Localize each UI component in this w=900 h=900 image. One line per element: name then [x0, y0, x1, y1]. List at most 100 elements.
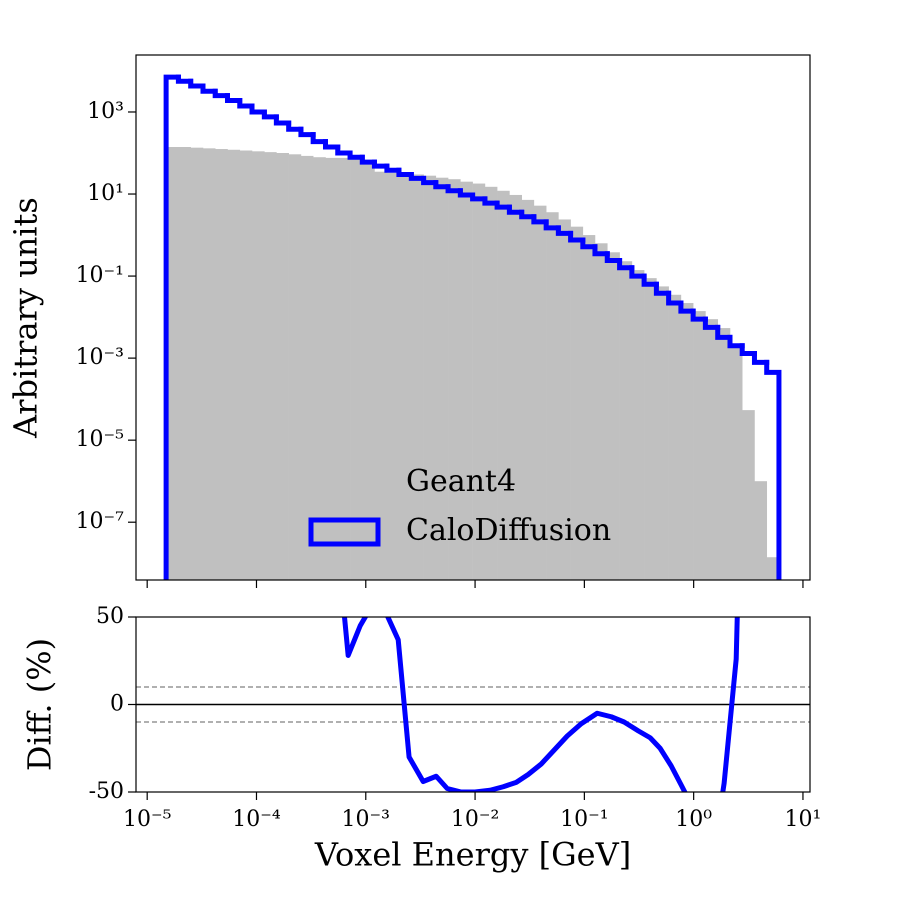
hist-step [163, 74, 181, 580]
hist-step [286, 120, 304, 132]
hist-bar [509, 194, 522, 580]
x-tick-label: 10⁻³ [342, 807, 390, 832]
y-tick-label: 50 [96, 604, 124, 629]
hist-step [543, 219, 561, 231]
hist-bar [497, 190, 510, 580]
hist-step [592, 244, 610, 257]
y-tick-label: 10⁻¹ [76, 263, 124, 288]
hist-bar [423, 175, 437, 580]
hist-step [678, 300, 696, 314]
hist-bar [619, 261, 633, 580]
hist-bar [472, 183, 486, 580]
hist-step [371, 159, 390, 169]
hist-step [237, 98, 255, 109]
hist-bar [668, 294, 682, 580]
hist-bar [607, 252, 620, 580]
hist-bar [656, 286, 669, 580]
hist-bar [754, 481, 768, 580]
hist-step [715, 324, 733, 340]
hist-bar [288, 154, 302, 580]
hist-step [580, 237, 598, 250]
hist-bar [460, 181, 473, 580]
hist-bar [276, 153, 289, 580]
hist-bar [362, 160, 375, 580]
hist-step [298, 126, 316, 138]
hist-bar [386, 172, 400, 580]
x-tick-label: 10⁰ [675, 807, 712, 832]
hist-step [531, 214, 549, 225]
hist-bar [594, 243, 608, 580]
hist-bar [215, 149, 228, 580]
hist-bar [300, 155, 314, 580]
hist-step [310, 132, 328, 145]
hist-step [555, 225, 574, 236]
hist-step [175, 74, 194, 84]
y-tick-label: 10⁻³ [76, 345, 124, 370]
hist-bar [190, 147, 204, 580]
hist-bar [239, 150, 253, 580]
hist-step [200, 83, 218, 94]
y-tick-label: 10⁻⁵ [76, 427, 124, 452]
hist-bar [729, 344, 743, 580]
hist-step [690, 308, 708, 322]
hist-step [604, 251, 623, 263]
hist-bar [644, 278, 657, 580]
x-axis-label: Voxel Energy [GeV] [314, 836, 631, 874]
hist-bar [313, 157, 326, 580]
hist-step [702, 316, 721, 330]
y-tick-label: 0 [110, 692, 124, 717]
legend-label: Geant4 [406, 464, 516, 499]
plot-area [136, 617, 810, 792]
hist-bar [766, 557, 780, 580]
hist-step [629, 265, 647, 279]
axes-frame [135, 54, 811, 581]
hist-bar [521, 199, 535, 580]
hist-step [335, 144, 353, 156]
hist-bar [325, 157, 339, 580]
hist-step [494, 200, 512, 210]
hist-step [188, 78, 206, 89]
hist-step [617, 257, 635, 271]
hist-bar [166, 147, 179, 580]
hist-bar [558, 219, 571, 580]
y-tick-label: 10¹ [87, 181, 124, 206]
hist-bar [742, 410, 755, 580]
hist-bar [717, 328, 731, 580]
hist-bar [448, 179, 461, 580]
plot-area [163, 74, 782, 580]
hist-bar [546, 212, 559, 580]
x-tick-label: 10⁻⁴ [232, 807, 281, 832]
hist-bar [374, 171, 388, 580]
hist-bar [398, 173, 412, 580]
hist-step [421, 175, 439, 186]
hist-bar [178, 147, 191, 580]
hist-step [653, 281, 672, 296]
hist-bar [631, 270, 645, 580]
hist-step [347, 150, 365, 160]
hist-bar [435, 177, 449, 580]
hist-step [249, 103, 267, 115]
y-axis-label: Arbitrary units [7, 197, 45, 439]
hist-step [212, 88, 230, 99]
hist-bar [582, 235, 596, 580]
hist-step [506, 204, 525, 215]
hist-step [273, 114, 292, 126]
legend-label: CaloDiffusion [406, 513, 611, 548]
hist-step [764, 359, 782, 580]
hist-bar [264, 152, 277, 580]
y-tick-label: -50 [89, 779, 124, 804]
hist-step [727, 334, 745, 349]
hist-bar [680, 303, 694, 580]
x-tick-label: 10¹ [785, 807, 822, 832]
hist-step [396, 167, 414, 177]
hist-step [445, 184, 463, 194]
hist-step [739, 343, 757, 356]
hist-bar [484, 186, 498, 580]
hist-step [433, 180, 451, 190]
hist-step [568, 230, 586, 243]
hist-step [322, 139, 341, 150]
hist-step [666, 290, 684, 306]
y-tick-label: 10⁻⁷ [76, 509, 125, 534]
x-tick-label: 10⁻¹ [560, 807, 608, 832]
hist-step [261, 109, 279, 120]
